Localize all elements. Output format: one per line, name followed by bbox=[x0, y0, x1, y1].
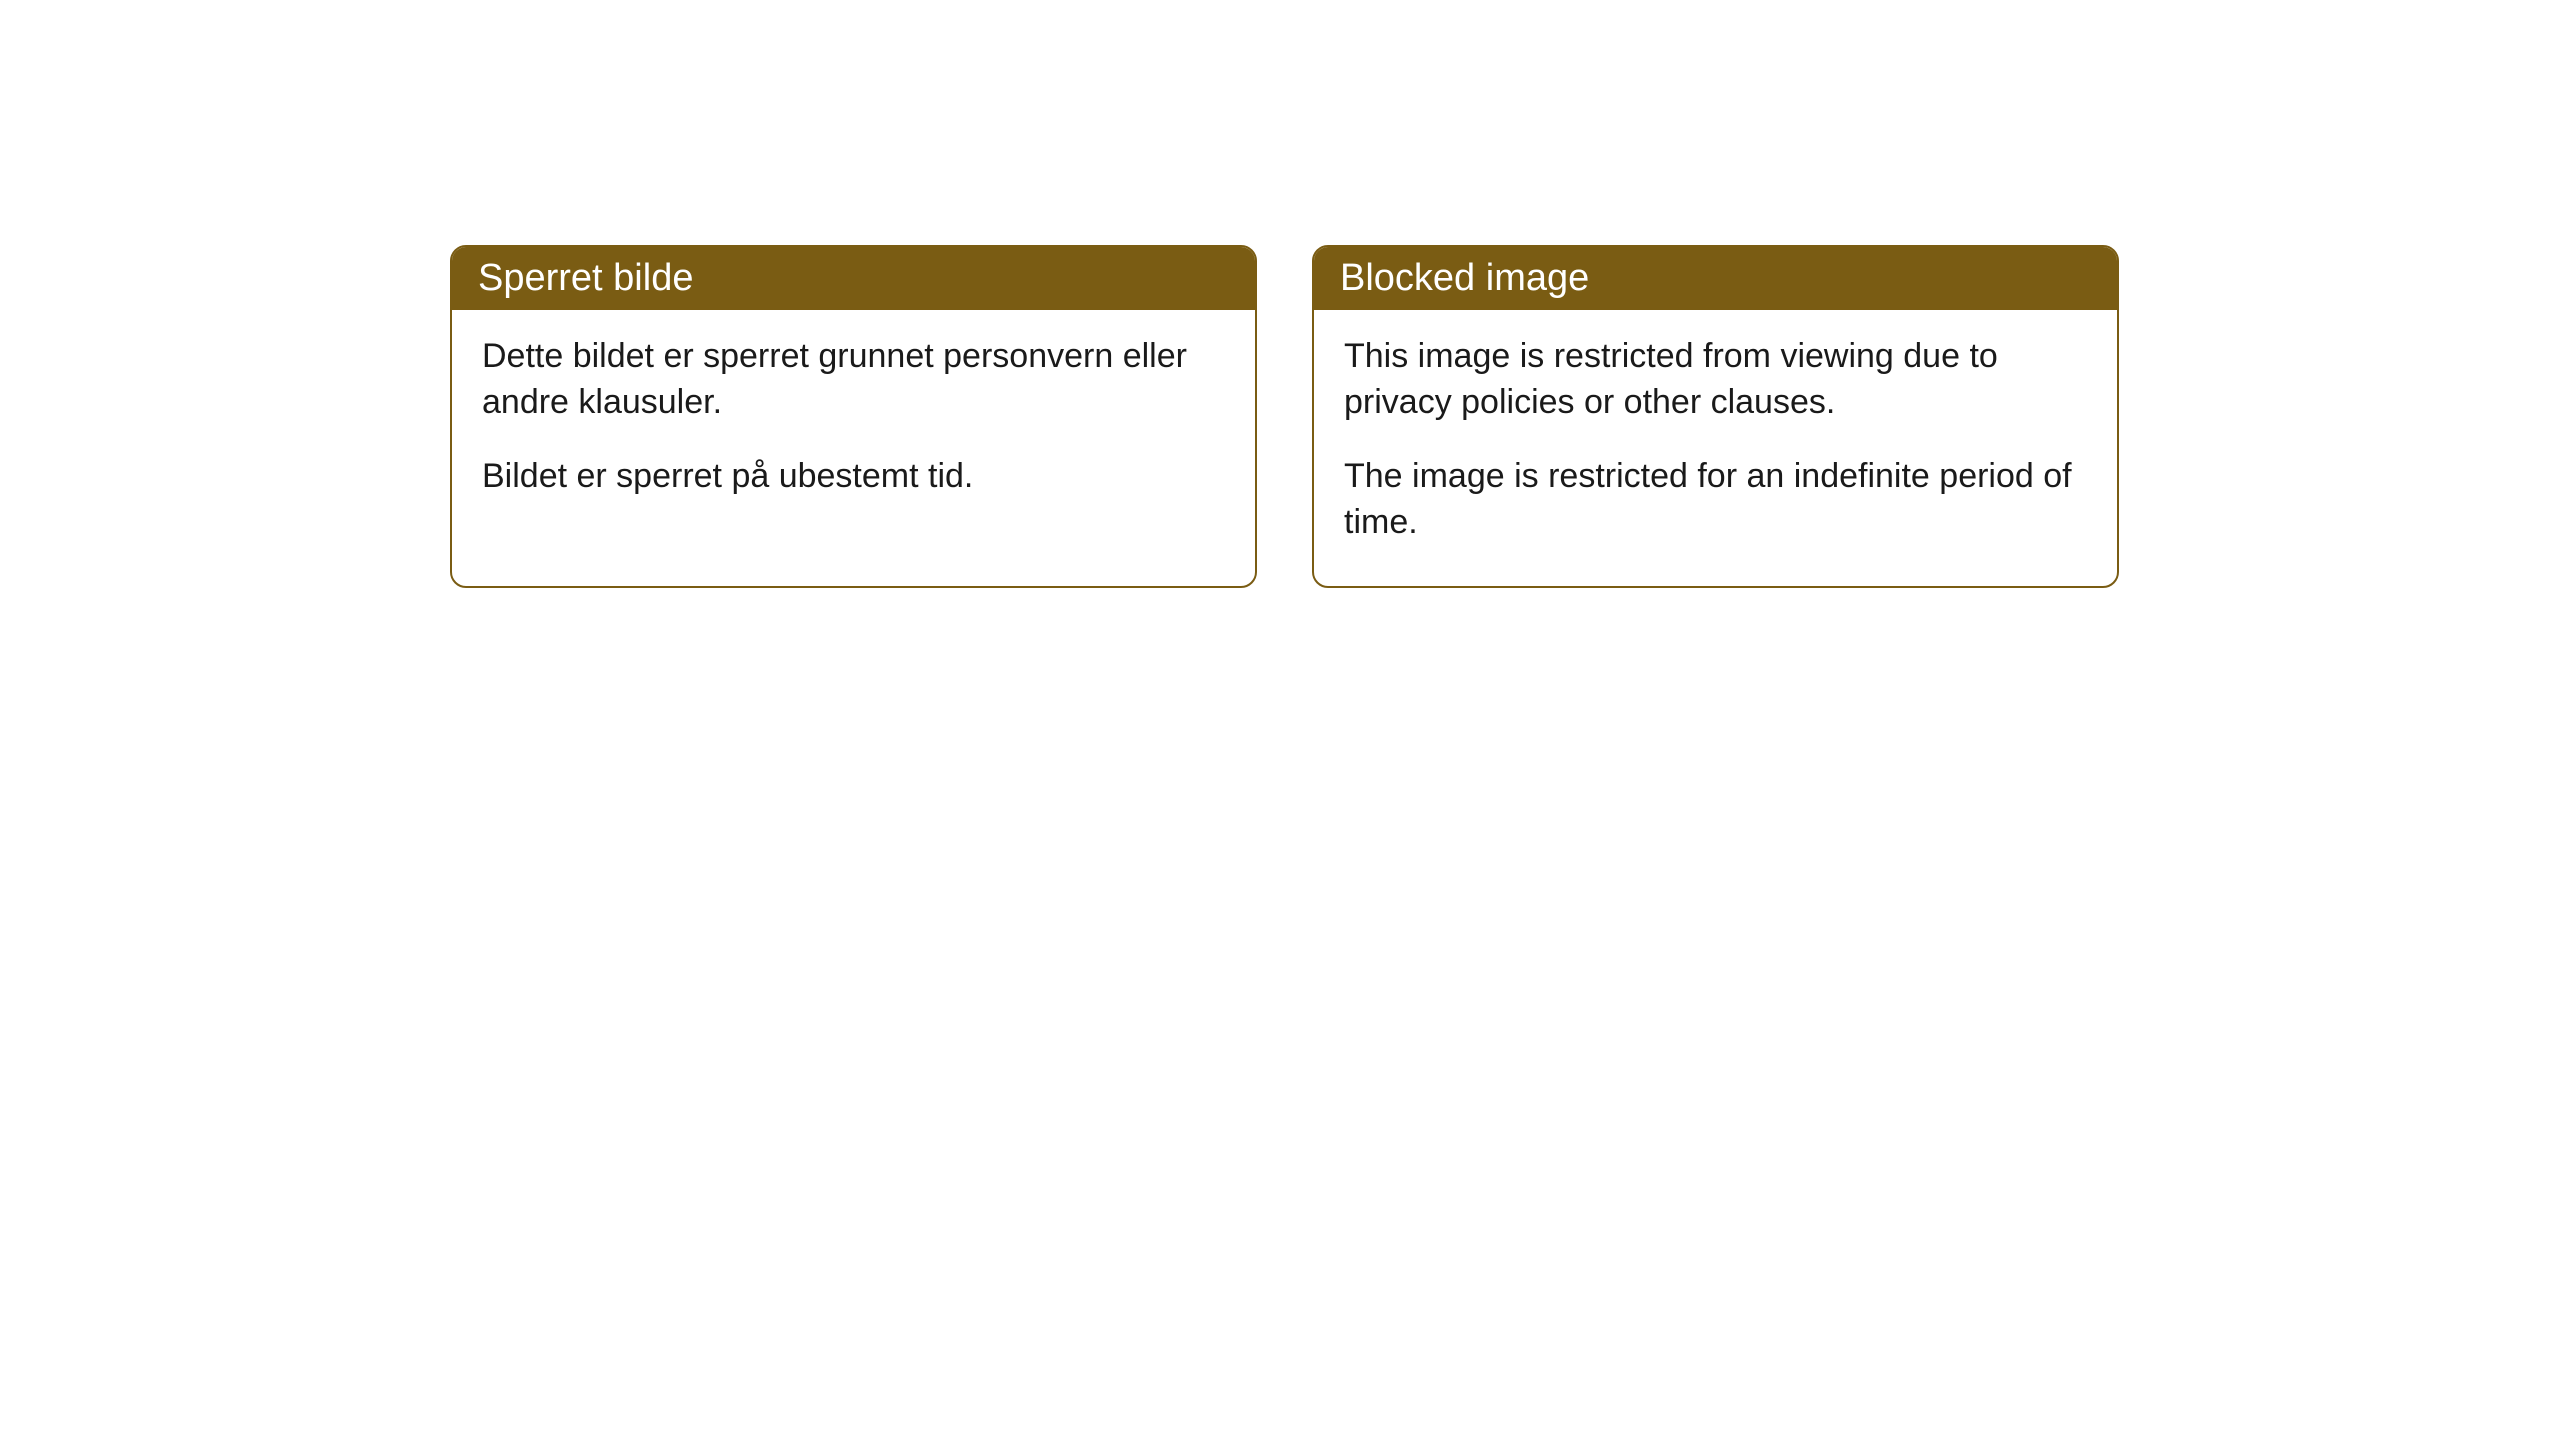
notice-container: Sperret bilde Dette bildet er sperret gr… bbox=[450, 245, 2119, 588]
card-title: Sperret bilde bbox=[478, 257, 693, 299]
card-title: Blocked image bbox=[1340, 257, 1589, 299]
card-paragraph: The image is restricted for an indefinit… bbox=[1344, 454, 2087, 546]
card-header: Sperret bilde bbox=[452, 247, 1255, 310]
card-paragraph: Dette bildet er sperret grunnet personve… bbox=[482, 334, 1225, 426]
card-body: Dette bildet er sperret grunnet personve… bbox=[452, 310, 1255, 540]
card-paragraph: This image is restricted from viewing du… bbox=[1344, 334, 2087, 426]
card-paragraph: Bildet er sperret på ubestemt tid. bbox=[482, 454, 1225, 500]
card-body: This image is restricted from viewing du… bbox=[1314, 310, 2117, 586]
notice-card-english: Blocked image This image is restricted f… bbox=[1312, 245, 2119, 588]
card-header: Blocked image bbox=[1314, 247, 2117, 310]
notice-card-norwegian: Sperret bilde Dette bildet er sperret gr… bbox=[450, 245, 1257, 588]
